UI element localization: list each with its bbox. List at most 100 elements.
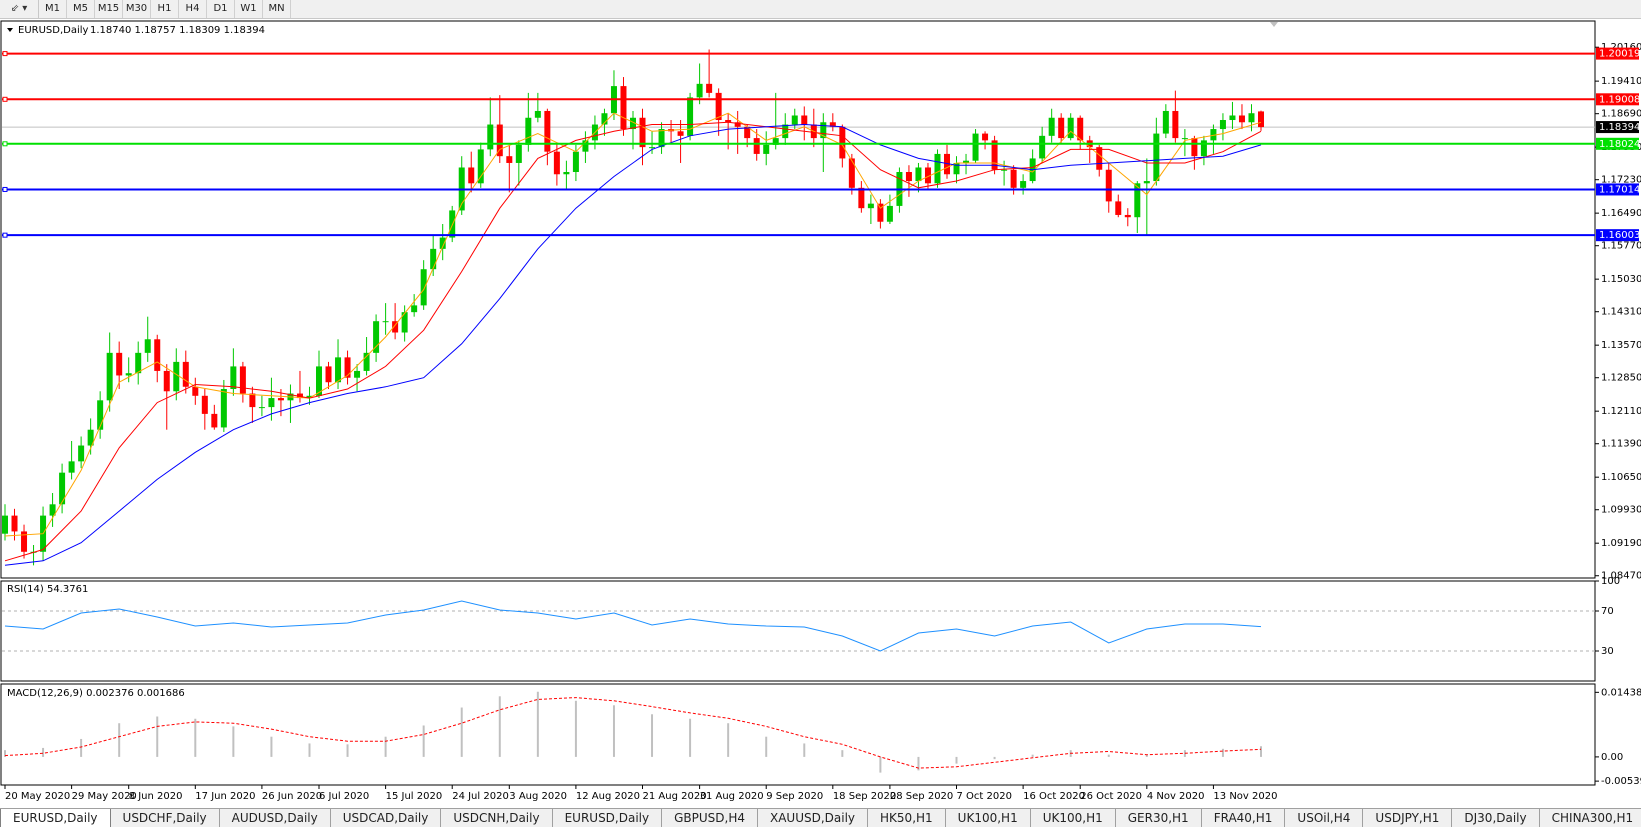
chart-tab[interactable]: DJ30,Daily [1452, 809, 1540, 827]
candle-body [982, 133, 989, 141]
timeframe-button[interactable]: M1 [39, 0, 67, 18]
price-tick-label: 1.08470 [1601, 571, 1641, 582]
candle-body [173, 361, 180, 392]
candle-body [59, 472, 66, 505]
chart-tab[interactable]: GBPUSD,H4 [662, 809, 758, 827]
moving-average [4, 121, 1262, 562]
candle-body [1172, 110, 1179, 139]
candle-body [905, 172, 912, 182]
candle-body [791, 115, 798, 125]
chart-tab[interactable]: USOil,H4 [1285, 809, 1364, 827]
candle-body [1200, 140, 1207, 157]
price-tick-label: 1.15770 [1601, 241, 1641, 252]
chart-tab[interactable]: EURUSD,Daily [0, 809, 111, 827]
level-label: 1.19008 [1599, 94, 1640, 105]
date-label: 13 Nov 2020 [1213, 791, 1277, 802]
chart-tab[interactable]: EURUSD,Daily [553, 809, 663, 827]
chart-tab[interactable]: USDCNH,Daily [441, 809, 553, 827]
price-tick-label: 1.12110 [1601, 406, 1641, 417]
chart-tab[interactable]: UK100,H1 [1031, 809, 1116, 827]
candle-body [1210, 129, 1217, 141]
title-arrow [7, 28, 13, 32]
candle-body [877, 203, 884, 222]
timeframe-button[interactable]: M30 [123, 0, 151, 18]
timeframe-button[interactable]: W1 [235, 0, 263, 18]
date-label: 31 Aug 2020 [700, 791, 764, 802]
chart-tab[interactable]: AUDUSD,Daily [220, 809, 331, 827]
candle-body [363, 352, 370, 371]
macd-tick-label: -0.005396 [1601, 776, 1641, 787]
candle-body [753, 138, 760, 154]
chart-tab[interactable]: USDJPY,H1 [1363, 809, 1453, 827]
level-handle [2, 96, 8, 102]
candle-body [21, 531, 28, 552]
date-label: 7 Oct 2020 [957, 791, 1012, 802]
date-label: 29 May 2020 [72, 791, 137, 802]
candle-body [354, 370, 361, 378]
candle-body [839, 126, 846, 159]
level-label-box [1596, 137, 1639, 150]
candle-body [477, 149, 484, 184]
timeframe-button[interactable]: H1 [151, 0, 179, 18]
candle-body [468, 167, 475, 184]
timeframe-button[interactable]: MN [263, 0, 291, 18]
date-label: 4 Nov 2020 [1147, 791, 1205, 802]
candle-body [116, 352, 123, 376]
candle-body [1077, 117, 1084, 141]
date-label: 9 Sep 2020 [766, 791, 823, 802]
candle-body [325, 366, 332, 383]
chart-tab[interactable]: HK50,H1 [868, 809, 946, 827]
chart-tab[interactable]: GER30,H1 [1116, 809, 1202, 827]
level-label-box [1596, 183, 1639, 196]
candle-body [649, 147, 656, 149]
rsi-tick-label: 70 [1601, 606, 1614, 617]
candle-body [953, 162, 960, 175]
timeframe-button[interactable]: H4 [179, 0, 207, 18]
timeframe-button[interactable]: M15 [95, 0, 123, 18]
candle-body [344, 357, 351, 378]
date-label: 12 Aug 2020 [576, 791, 640, 802]
candle-body [211, 413, 218, 428]
candle-body [601, 113, 608, 125]
candle-body [296, 393, 303, 399]
candle-body [1039, 135, 1046, 159]
candle-body [696, 83, 703, 98]
date-label: 28 Sep 2020 [890, 791, 953, 802]
chart-tab[interactable]: FRA40,H1 [1202, 809, 1286, 827]
chart-tab[interactable]: USDCAD,Daily [331, 809, 442, 827]
date-label: 3 Aug 2020 [509, 791, 567, 802]
candle-body [867, 203, 874, 209]
candle-body [11, 515, 18, 532]
price-tick-label: 1.15030 [1601, 274, 1641, 285]
candle-body [1219, 120, 1226, 130]
timeframe-button[interactable]: D1 [207, 0, 235, 18]
price-tick-label: 1.10650 [1601, 472, 1641, 483]
candle-body [1058, 117, 1065, 139]
price-tick-label: 1.17230 [1601, 175, 1641, 186]
chart-tab[interactable]: USDCHF,Daily [111, 809, 220, 827]
candle-body [1143, 181, 1150, 184]
candle-body [373, 321, 380, 353]
chart-tab[interactable]: UK100,H1 [946, 809, 1031, 827]
candle-body [496, 124, 503, 157]
rsi-tick-label: 100 [1601, 576, 1620, 587]
moving-average [4, 112, 1262, 537]
price-tick-label: 1.16490 [1601, 208, 1641, 219]
candle-body [1162, 110, 1169, 134]
timeframe-button[interactable]: M5 [67, 0, 95, 18]
chart-tab[interactable]: XAUUSD,Daily [758, 809, 869, 827]
candle-body [858, 187, 865, 209]
candle-body [335, 357, 342, 383]
level-handle [2, 232, 8, 238]
date-label: 26 Oct 2020 [1080, 791, 1142, 802]
candle-body [192, 386, 199, 396]
rsi-line [4, 600, 1262, 652]
tool-icon[interactable]: ⇙ ▾ [0, 0, 39, 18]
candle-body [848, 158, 855, 188]
candle-body [78, 445, 85, 462]
candle-body [972, 133, 979, 161]
candle-body [915, 167, 922, 182]
chart-tab[interactable]: CHINA300,H1 [1540, 809, 1641, 827]
level-handle [2, 186, 8, 192]
candle-body [430, 248, 437, 270]
